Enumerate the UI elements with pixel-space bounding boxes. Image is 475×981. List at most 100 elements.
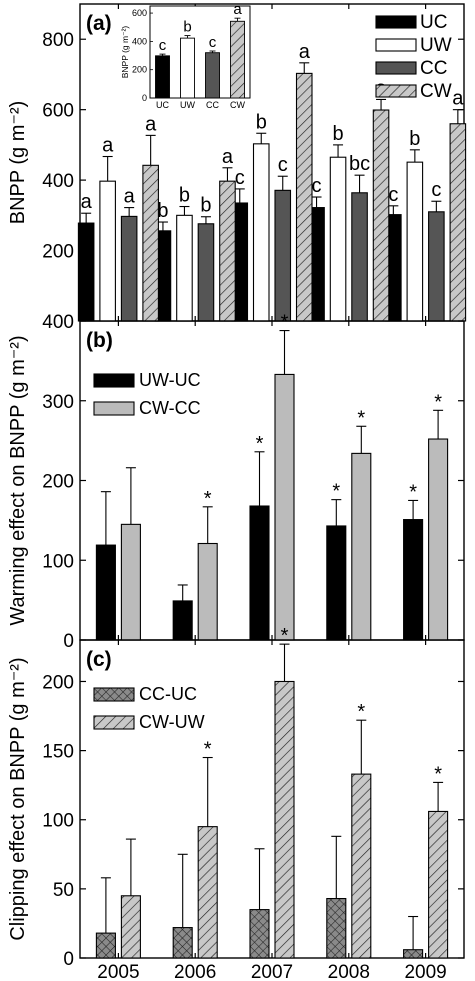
bar-UW bbox=[406, 161, 424, 322]
significance-letter: bc bbox=[349, 153, 370, 175]
significance-letter: a bbox=[102, 135, 114, 157]
panel-1: 0 100 200 300 400 (b) Warming effect on BNPP (… bbox=[7, 312, 465, 652]
bar-UC bbox=[77, 222, 95, 322]
significance-letter: a bbox=[452, 88, 464, 110]
legend-swatch-CC-UC bbox=[93, 687, 135, 702]
panel-2: 0 50 100 150 200 (c) Clipping effect on BNPP (… bbox=[7, 625, 465, 970]
inset-bar-CW bbox=[230, 20, 245, 99]
x-tick-label: 2009 bbox=[404, 962, 446, 981]
bar-UW-UC bbox=[95, 544, 116, 641]
inset-significance-letter: c bbox=[159, 37, 167, 54]
significance-letter: b bbox=[332, 123, 343, 145]
bar-CW bbox=[372, 109, 390, 322]
bar-UW bbox=[329, 156, 347, 322]
inset-significance-letter: a bbox=[233, 1, 242, 18]
y-tick-label: 300 bbox=[42, 392, 74, 413]
significance-star: * bbox=[204, 488, 212, 510]
bar-CC-UC bbox=[249, 909, 270, 959]
bar-UW-UC bbox=[172, 600, 193, 641]
inset-significance-letter: c bbox=[209, 34, 217, 51]
significance-letter: a bbox=[299, 41, 311, 63]
inset-y-tick-label: 200 bbox=[132, 65, 147, 75]
legend-label: CC bbox=[420, 58, 447, 79]
significance-star: * bbox=[256, 433, 264, 455]
significance-star: * bbox=[357, 407, 365, 429]
significance-letter: a bbox=[81, 191, 93, 213]
panel-tag: (c) bbox=[86, 648, 112, 671]
y-axis-label: BNPP (g m⁻²) bbox=[7, 101, 29, 225]
x-tick-label: 2008 bbox=[328, 962, 370, 981]
y-tick-label: 150 bbox=[42, 742, 74, 763]
legend-swatch-CW-CC bbox=[93, 401, 135, 416]
significance-star: * bbox=[434, 763, 442, 785]
significance-letter: b bbox=[179, 185, 190, 207]
significance-letter: a bbox=[145, 113, 157, 135]
x-tick-label: 2006 bbox=[174, 962, 216, 981]
legend-label: CW-UW bbox=[139, 712, 205, 732]
significance-star: * bbox=[332, 481, 340, 503]
bar-CW-UW bbox=[351, 773, 372, 959]
inset-x-tick-label: CW bbox=[230, 100, 245, 110]
legend-swatch-CW bbox=[375, 84, 417, 98]
y-tick-label: 100 bbox=[42, 551, 74, 572]
bar-UW bbox=[176, 214, 193, 322]
inset-x-tick-label: CC bbox=[206, 100, 219, 110]
bar-CW-UW bbox=[274, 680, 295, 959]
y-tick-label: 0 bbox=[63, 949, 74, 970]
bar-CW-CC bbox=[428, 438, 449, 641]
legend-label: UW-UC bbox=[139, 370, 201, 390]
significance-letter: c bbox=[431, 179, 441, 201]
bar-CC-UC bbox=[95, 932, 116, 959]
significance-star: * bbox=[357, 701, 365, 723]
inset-y-tick-label: 400 bbox=[132, 36, 147, 46]
bar-CW-UW bbox=[197, 826, 218, 959]
y-tick-label: 800 bbox=[42, 30, 74, 51]
bar-CC-UC bbox=[326, 897, 347, 959]
legend-swatch-CC bbox=[375, 61, 417, 75]
significance-letter: c bbox=[235, 167, 245, 189]
bar-CW bbox=[295, 72, 313, 322]
inset-bar-CC bbox=[205, 52, 220, 99]
bar-CW bbox=[142, 164, 159, 322]
bar-CC-UC bbox=[172, 927, 193, 959]
inset-significance-letter: b bbox=[183, 19, 191, 36]
significance-letter: a bbox=[124, 186, 136, 208]
y-axis-label: Warming effect on BNPP (g m⁻²) bbox=[7, 335, 29, 625]
bar-UW-UC bbox=[403, 519, 424, 641]
bar-CC bbox=[274, 189, 292, 322]
inset-x-tick-label: UW bbox=[180, 100, 195, 110]
bar-CC bbox=[120, 215, 138, 322]
legend-label: CW-CC bbox=[139, 398, 201, 418]
legend-label: UC bbox=[420, 12, 447, 33]
significance-star: * bbox=[204, 739, 212, 761]
bar-CW-UW bbox=[428, 810, 449, 959]
legend-swatch-UC bbox=[375, 15, 417, 29]
significance-letter: b bbox=[200, 195, 211, 217]
x-tick-label: 2005 bbox=[97, 962, 139, 981]
inset-bar-UW bbox=[180, 37, 195, 99]
legend-swatch-UW-UC bbox=[93, 373, 135, 388]
significance-letter: b bbox=[409, 128, 420, 150]
significance-star: * bbox=[409, 481, 417, 503]
inset-x-tick-label: UC bbox=[156, 100, 169, 110]
significance-letter: a bbox=[222, 146, 234, 168]
bar-CW-CC bbox=[351, 452, 372, 641]
significance-star: * bbox=[434, 391, 442, 413]
bar-UW bbox=[252, 143, 270, 322]
bar-UW-UC bbox=[326, 525, 347, 641]
bar-CC bbox=[197, 223, 215, 322]
y-tick-label: 200 bbox=[42, 242, 74, 263]
inset-bar-UC bbox=[155, 55, 170, 99]
significance-letter: c bbox=[278, 154, 288, 176]
bar-CW-CC bbox=[120, 523, 141, 641]
panel-tag: (a) bbox=[86, 12, 112, 35]
bar-CW bbox=[449, 123, 467, 322]
significance-star: * bbox=[281, 312, 289, 334]
legend-swatch-CW-UW bbox=[93, 715, 135, 730]
bar-CW-CC bbox=[274, 373, 295, 641]
significance-letter: c bbox=[388, 184, 398, 206]
y-tick-label: 50 bbox=[53, 880, 74, 901]
